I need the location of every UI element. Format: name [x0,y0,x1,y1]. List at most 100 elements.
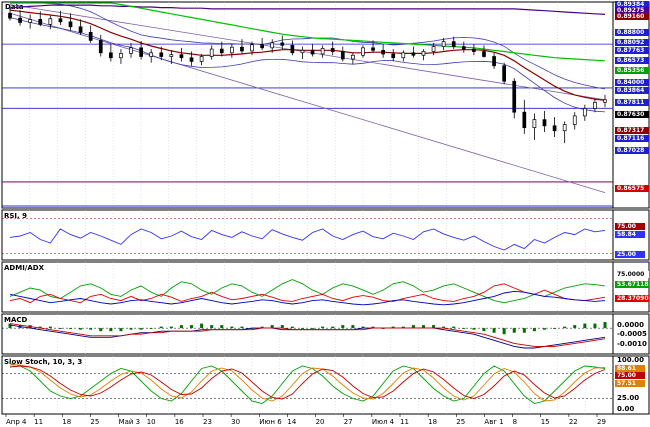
trend-line-upper [9,4,606,101]
x-axis-label: 11 [400,418,409,426]
candle [18,17,22,23]
candle [552,125,557,132]
price-tag [615,87,649,94]
candle [502,65,507,82]
candle [532,119,537,129]
candle [169,54,174,57]
price-tag [615,79,649,86]
candle [320,48,325,55]
macd-histogram-bar [421,325,425,329]
candle [401,52,406,59]
macd-histogram-bar [149,328,153,329]
candle [603,99,607,103]
price-tag [615,57,649,64]
x-axis-label: Апр 4 [6,418,27,426]
dmi-tag [615,271,649,278]
macd-histogram-bar [442,326,446,329]
dmi-tag-label: 53.67118 [617,281,649,288]
x-axis-label: 11 [34,418,43,426]
rsi-line [9,228,606,251]
x-axis-label: 25 [90,418,99,426]
stoch-d-line [10,364,606,402]
candle [8,12,12,19]
macd-histogram-bar [270,325,274,329]
macd-histogram-bar [341,325,345,329]
price-tag-label: 0.87630 [617,111,644,118]
price-tag [615,47,649,54]
macd-histogram-bar [583,323,587,329]
macd-histogram-bar [532,328,536,332]
candle [290,45,295,54]
candle [280,42,285,46]
price-tag [615,147,649,154]
dmi-tag-label: 75.0000 [617,271,644,278]
price-tag [615,1,649,8]
candle [451,41,456,47]
macd-histogram-bar [69,328,73,329]
macd-histogram-bar [129,328,133,330]
stoch-tag [615,380,645,387]
stoch-tag-label: 75.00 [617,372,636,379]
x-axis-label: 30 [231,418,240,426]
macd-histogram-bar [311,328,315,329]
candle [260,44,264,49]
macd-histogram-bar [472,328,476,330]
price-tag-label: 0.87028 [617,147,644,154]
price-tag-label: 0.87116 [617,135,644,142]
candle [381,49,385,55]
x-axis-label: 25 [456,418,465,426]
price-tag-label: 0.86575 [617,185,644,192]
macd-histogram-bar [300,328,304,329]
stoch-tag-label: 0.00 [617,405,634,413]
macd-histogram-bar [260,326,264,329]
macd-axis-label: -0.0005 [617,330,647,338]
macd-histogram-bar [321,326,325,329]
price-tag-label: 0.89275 [617,7,644,14]
candle [361,47,365,56]
rsi-tag [615,231,645,238]
macd-histogram-bar [38,326,42,329]
candle [300,49,305,54]
axis-frame [612,355,650,415]
price-tag [615,127,649,134]
candle [431,46,436,52]
candle [219,48,224,54]
trend-line-lower [9,12,606,194]
stoch-tag-label: 25.00 [617,394,639,402]
dmi-tag-label: 28.37090 [617,295,649,302]
macd-histogram-bar [210,325,214,329]
macd-signal-line [9,323,606,347]
stoch-tag [615,372,645,379]
candle [441,41,446,47]
macd-histogram-bar [58,328,62,329]
price-tag [615,185,649,192]
candle [421,51,426,56]
price-tag [615,67,649,74]
x-axis-label: 10 [147,418,156,426]
macd-axis-label: -0.0010 [617,340,647,348]
candle [461,46,466,50]
macd-histogram-bar [169,326,173,329]
axis-frame [612,209,650,261]
candle [411,52,416,56]
candle [108,52,113,59]
ma-medium-line [10,2,606,62]
candle [270,42,275,49]
candle [310,49,315,55]
stoch-tag-label: 100.00 [617,356,644,364]
candle [88,32,93,41]
macd-histogram-bar [482,328,486,332]
macd-histogram-bar [563,326,567,329]
macd-histogram-bar [280,325,284,329]
panel-frame [1,355,614,415]
x-axis-label: Июл 4 [372,418,395,426]
macd-histogram-bar [553,328,557,329]
x-axis-label: 8 [513,418,517,426]
candle [351,54,355,60]
candle [199,56,204,62]
price-tag-label: 0.83864 [617,87,644,94]
macd-histogram-bar [290,326,294,329]
macd-histogram-bar [240,326,244,329]
price-tag [615,135,649,142]
macd-histogram-bar [452,326,456,329]
